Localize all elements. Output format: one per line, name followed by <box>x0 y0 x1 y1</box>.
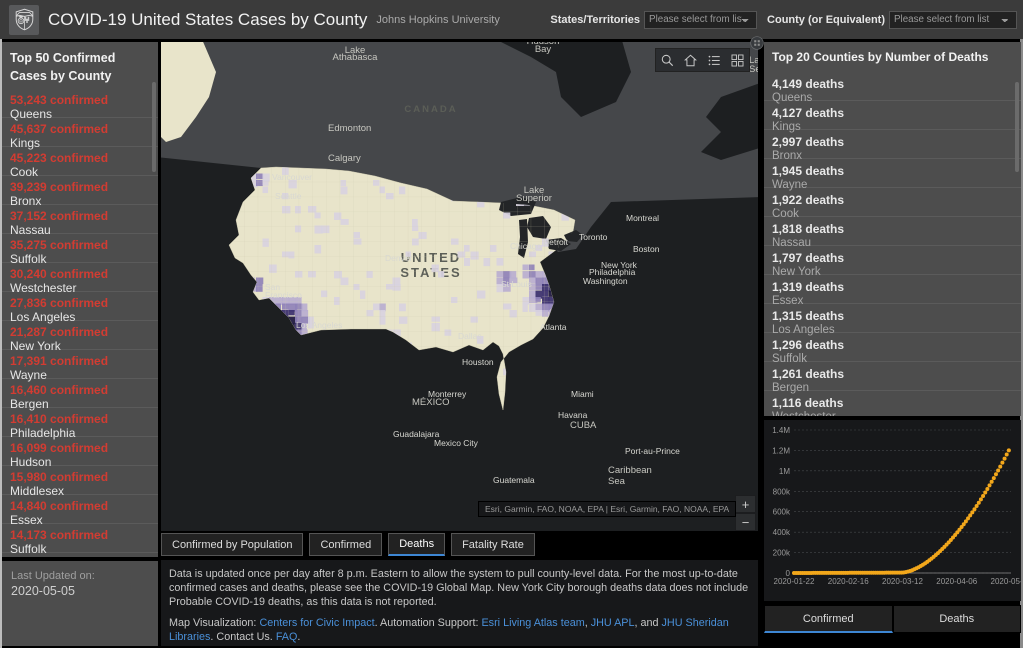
svg-text:1.4M: 1.4M <box>772 426 790 435</box>
svg-text:Atlanta: Atlanta <box>540 322 567 332</box>
svg-text:400k: 400k <box>773 528 791 537</box>
svg-text:Sea: Sea <box>608 476 626 487</box>
svg-text:Calgary: Calgary <box>328 153 361 164</box>
svg-text:Mexico City: Mexico City <box>434 438 479 448</box>
svg-text:Bay: Bay <box>535 44 552 55</box>
svg-text:2020-02-16: 2020-02-16 <box>828 577 869 586</box>
svg-text:Guadalajara: Guadalajara <box>393 429 440 439</box>
svg-text:2020-03-12: 2020-03-12 <box>882 577 923 586</box>
svg-text:2020-01-22: 2020-01-22 <box>774 577 815 586</box>
svg-text:2020-05-01: 2020-05-01 <box>991 577 1021 586</box>
svg-text:Denver: Denver <box>385 253 413 263</box>
svg-text:Houston: Houston <box>462 357 494 367</box>
svg-text:600k: 600k <box>773 508 791 517</box>
svg-text:Guatemala: Guatemala <box>493 475 535 485</box>
svg-text:Athabasca: Athabasca <box>333 52 379 63</box>
svg-text:Edmonton: Edmonton <box>328 123 371 134</box>
svg-text:CANADA: CANADA <box>404 104 457 115</box>
svg-text:800k: 800k <box>773 487 791 496</box>
svg-text:St Louis: St Louis <box>501 279 532 289</box>
svg-text:Toronto: Toronto <box>579 232 608 242</box>
svg-text:MÉXICO: MÉXICO <box>412 397 449 408</box>
svg-text:Havana: Havana <box>558 410 588 420</box>
svg-text:Sea: Sea <box>749 64 758 75</box>
svg-text:Francisco: Francisco <box>265 290 302 300</box>
svg-text:Boston: Boston <box>633 244 660 254</box>
svg-text:Detroit: Detroit <box>543 237 569 247</box>
svg-text:Superior: Superior <box>516 193 552 204</box>
svg-text:Dallas: Dallas <box>458 331 482 341</box>
svg-text:Vancouver: Vancouver <box>272 172 312 182</box>
svg-text:Los Angeles: Los Angeles <box>296 320 342 330</box>
svg-text:1M: 1M <box>779 467 790 476</box>
svg-text:Washington: Washington <box>583 276 628 286</box>
svg-text:200k: 200k <box>773 549 791 558</box>
svg-text:Montreal: Montreal <box>626 213 659 223</box>
svg-text:1.2M: 1.2M <box>772 446 790 455</box>
svg-text:Chicago: Chicago <box>510 241 541 251</box>
svg-text:CUBA: CUBA <box>570 420 597 431</box>
svg-text:Port-au-Prince: Port-au-Prince <box>625 446 680 456</box>
svg-text:Caribbean: Caribbean <box>608 465 652 476</box>
svg-text:Seattle: Seattle <box>275 191 302 201</box>
svg-text:Miami: Miami <box>571 389 594 399</box>
svg-text:2020-04-06: 2020-04-06 <box>936 577 977 586</box>
svg-text:STATES: STATES <box>400 265 461 280</box>
